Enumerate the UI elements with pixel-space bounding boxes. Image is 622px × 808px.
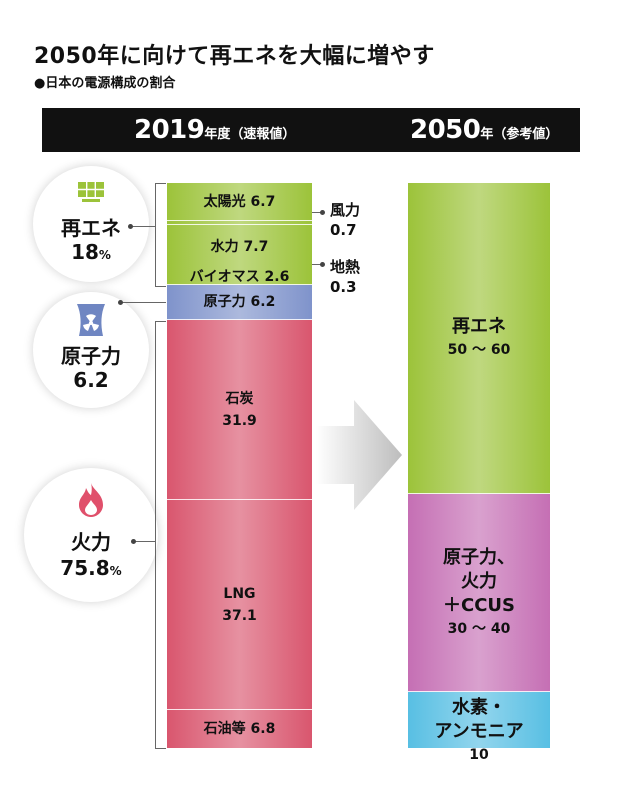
- geothermal-name: 地熱: [330, 258, 361, 276]
- year-header-bar: 2019年度（速報値） 2050年（参考値）: [42, 108, 580, 152]
- bar-2019-segment-4-label: バイオマス 2.6: [189, 269, 290, 286]
- bar-2019-segment-3: [167, 268, 312, 270]
- category-thermal-value: 75.8%: [24, 556, 158, 580]
- wind-name: 風力: [330, 201, 361, 219]
- solar-panel-icon: [73, 180, 109, 210]
- header-2019-year: 2019: [134, 115, 205, 145]
- bar-2019-segment-5-label: 原子力 6.2: [203, 294, 276, 311]
- nuclear-connector: [120, 302, 166, 303]
- geothermal-label: 地熱 0.3: [330, 257, 360, 297]
- bar-2019-segment-1: [167, 220, 312, 225]
- nuclear-connector-dot: [118, 300, 123, 305]
- bar-2050-segment-1: [408, 493, 550, 692]
- category-nuclear: 原子力 6.2: [33, 292, 149, 408]
- category-thermal-label: 火力: [71, 530, 111, 554]
- thermal-bracket: [155, 321, 166, 749]
- geothermal-value: 0.3: [330, 278, 357, 296]
- bar-2050-segment-1-label: 原子力、 火力 ＋CCUS 30 ～ 40: [443, 546, 515, 637]
- header-2019: 2019年度（速報値）: [134, 108, 295, 152]
- category-renewable-label: 再エネ: [61, 216, 121, 240]
- category-nuclear-value: 6.2: [33, 368, 149, 392]
- bar-2019-segment-6-label: 石炭 31.9: [222, 390, 257, 429]
- category-thermal-number: 75.8: [60, 556, 110, 580]
- bar-2019-segment-7-label: LNG 37.1: [222, 585, 257, 624]
- bar-2050-segment-2-label: 水素・ アンモニア 10: [434, 696, 524, 763]
- nuclear-plant-icon: [74, 304, 108, 340]
- bar-2019-segment-0-label: 太陽光 6.7: [203, 193, 276, 210]
- chart-subtitle: ●日本の電源構成の割合: [34, 76, 176, 91]
- thermal-connector: [133, 541, 155, 542]
- flame-icon: [76, 482, 106, 522]
- bar-2050-segment-0-label: 再エネ 50 ～ 60: [447, 316, 511, 359]
- wind-value: 0.7: [330, 221, 357, 239]
- bar-2019-segment-2: [167, 224, 312, 269]
- geothermal-connector-dot: [320, 262, 325, 267]
- category-renewable-value: 18%: [33, 240, 149, 264]
- wind-label: 風力 0.7: [330, 200, 360, 240]
- category-nuclear-number: 6.2: [73, 368, 109, 392]
- bar-2019-segment-0: [167, 183, 312, 221]
- renewable-connector-dot: [128, 224, 133, 229]
- bar-2019-segment-2-label: 水力 7.7: [210, 238, 269, 255]
- wind-connector-dot: [320, 210, 325, 215]
- transition-arrow-icon: [316, 400, 402, 510]
- bar-2019-segment-5: [167, 284, 312, 320]
- bar-2019-segment-8: [167, 709, 312, 748]
- thermal-connector-dot: [131, 539, 136, 544]
- bar-2050-segment-0: [408, 183, 550, 494]
- bar-2019-segment-8-label: 石油等 6.8: [203, 720, 276, 737]
- renewable-bracket: [155, 183, 166, 287]
- category-nuclear-label: 原子力: [61, 344, 121, 368]
- bar-2050-segment-2: [408, 691, 550, 748]
- category-thermal-unit: %: [109, 564, 122, 578]
- bar-2019-segment-4: [167, 270, 312, 285]
- chart-title: 2050年に向けて再エネを大幅に増やす: [34, 44, 435, 69]
- header-2050-label: 年（参考値）: [480, 127, 559, 142]
- header-2050-year: 2050: [410, 115, 481, 145]
- category-renewable-unit: %: [98, 248, 111, 262]
- header-2019-label: 年度（速報値）: [204, 127, 296, 142]
- category-thermal: 火力 75.8%: [24, 468, 158, 602]
- header-2050: 2050年（参考値）: [410, 108, 558, 152]
- bar-2019-segment-7: [167, 499, 312, 710]
- category-renewable-number: 18: [71, 240, 99, 264]
- bar-2019-segment-6: [167, 319, 312, 500]
- renewable-connector: [130, 226, 155, 227]
